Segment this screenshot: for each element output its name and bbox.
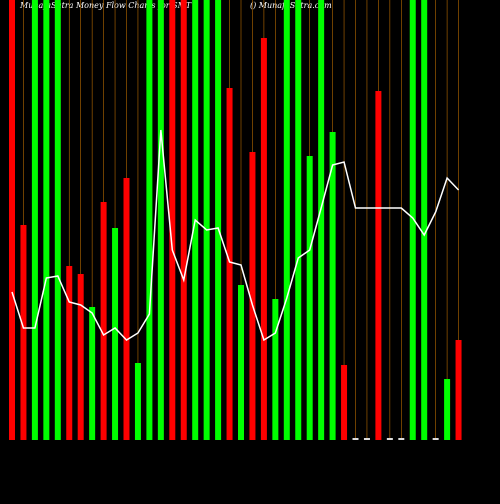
bar <box>398 438 405 440</box>
bar <box>363 438 370 440</box>
bar <box>329 132 336 440</box>
bar <box>66 266 73 440</box>
bar <box>123 178 130 440</box>
bar <box>77 274 84 440</box>
bar <box>43 0 50 440</box>
price-line <box>11 129 460 342</box>
bar <box>421 0 428 440</box>
bar <box>100 202 107 440</box>
bar <box>157 0 164 440</box>
bar <box>89 307 96 440</box>
bar <box>444 379 451 440</box>
bar <box>341 365 348 440</box>
chart-subtitle: () MunafaSutra.com <box>250 1 332 10</box>
bar <box>20 225 27 440</box>
bar <box>295 0 302 440</box>
bar <box>238 285 244 440</box>
bar <box>283 0 290 440</box>
bar <box>260 38 267 440</box>
bar <box>306 156 313 440</box>
bar <box>272 299 279 440</box>
bar <box>31 0 38 440</box>
bar <box>112 228 119 440</box>
bar <box>455 340 462 440</box>
bar <box>249 152 256 440</box>
bar <box>386 438 393 440</box>
bar <box>146 0 153 440</box>
bar <box>203 0 210 440</box>
bar <box>352 438 359 440</box>
bar <box>215 0 222 440</box>
bar <box>318 0 325 440</box>
bar <box>180 0 187 440</box>
bar <box>432 438 439 440</box>
bar <box>226 88 233 440</box>
bar <box>54 0 61 440</box>
bar <box>375 91 382 440</box>
chart-title: MunafaSutra Money Flow Charts for SMT <box>19 1 192 10</box>
bar <box>409 0 416 440</box>
bar <box>169 0 176 440</box>
bar <box>134 363 141 440</box>
bar <box>9 0 15 440</box>
